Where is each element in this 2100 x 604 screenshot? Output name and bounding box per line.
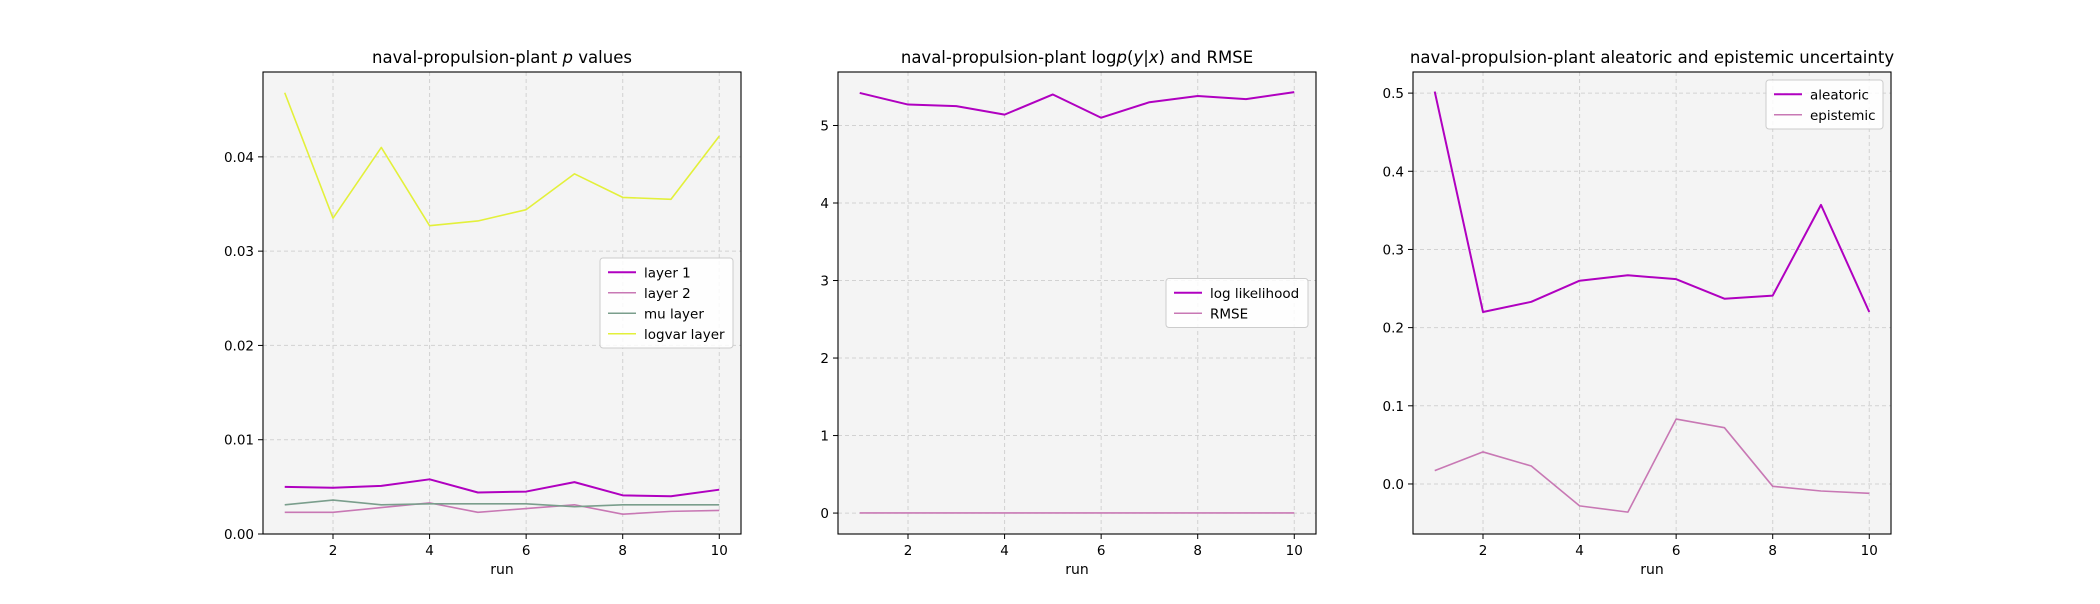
y-tick-label: 0.4 [1383, 164, 1404, 180]
x-tick-label: 8 [1193, 543, 1202, 559]
y-tick-label: 5 [820, 118, 829, 134]
chart-title: naval-propulsion-plant aleatoric and epi… [1410, 48, 1894, 67]
chart-title: naval-propulsion-plant logp(y|x) and RMS… [901, 48, 1253, 67]
x-tick-label: 10 [711, 543, 728, 559]
x-tick-label: 4 [1575, 543, 1584, 559]
y-tick-label: 0.2 [1383, 321, 1404, 337]
x-axis-label: run [490, 562, 514, 578]
series-line-epistemic [1434, 418, 1870, 513]
axes-background [1413, 72, 1891, 534]
legend: log likelihood RMSE [1165, 278, 1309, 328]
y-tick-label: 0.02 [224, 338, 254, 354]
axes-frame [262, 71, 742, 535]
x-axis-label: run [1065, 562, 1089, 578]
x-tick-label: 2 [904, 543, 913, 559]
legend: layer 1 layer 2 mu layer logvar layer [599, 257, 734, 349]
y-tick-label: 0.03 [224, 244, 254, 260]
chart-panel-3: 2 4 6 8 10 0.0 0.1 0.2 0.3 0.4 0.5 run naval-propuls… [1383, 48, 1895, 578]
y-tick-label: 0.00 [224, 527, 254, 543]
series-line-logvar-layer [283, 92, 720, 227]
y-tick-label: 4 [820, 196, 829, 212]
chart-panel-1: 2 4 6 8 10 0.00 0.01 0.02 0.03 0.04 run naval-propu… [224, 48, 742, 578]
legend-label: layer 2 [644, 286, 691, 302]
x-axis-label: run [1640, 562, 1664, 578]
legend-box [1165, 278, 1309, 328]
axes-frame [1412, 71, 1892, 535]
series-line-log-likelihood [859, 91, 1295, 119]
series-line-mu-layer [284, 499, 720, 508]
legend: aleatoric epistemic [1765, 79, 1884, 130]
x-tick-label: 10 [1861, 543, 1878, 559]
y-tick-label: 2 [820, 351, 829, 367]
x-tick-label: 4 [1000, 543, 1009, 559]
y-tick-label: 0.01 [224, 433, 254, 449]
series-line-layer-2 [284, 502, 720, 516]
chart-panel-2: 2 4 6 8 10 0 1 2 3 4 5 run naval-propulsion-plant lo… [820, 48, 1317, 578]
x-tick-label: 8 [618, 543, 627, 559]
y-tick-label: 0.5 [1383, 86, 1404, 102]
y-tick-label: 0.1 [1383, 399, 1404, 415]
legend-label: RMSE [1210, 306, 1248, 322]
legend-box [1765, 79, 1884, 130]
legend-label: aleatoric [1810, 87, 1869, 103]
y-tick-label: 3 [820, 274, 829, 290]
legend-box [599, 257, 734, 349]
legend-label: epistemic [1810, 108, 1876, 124]
y-tick-label: 0.3 [1383, 242, 1404, 258]
x-tick-label: 6 [1097, 543, 1106, 559]
y-tick-label: 1 [820, 429, 829, 445]
x-tick-label: 6 [522, 543, 531, 559]
series-line-aleatoric [1433, 91, 1871, 313]
series-line-layer-1 [284, 478, 720, 498]
x-tick-label: 4 [425, 543, 434, 559]
y-tick-label: 0.0 [1383, 477, 1404, 493]
legend-label: logvar layer [644, 327, 725, 343]
x-tick-label: 2 [1479, 543, 1488, 559]
y-tick-label: 0 [820, 506, 829, 522]
axes-frame [837, 71, 1317, 535]
y-tick-label: 0.04 [224, 150, 254, 166]
legend-label: log likelihood [1210, 286, 1299, 302]
x-tick-label: 6 [1672, 543, 1681, 559]
grid-lines [1413, 72, 1891, 534]
legend-label: mu layer [644, 306, 704, 322]
legend-label: layer 1 [644, 265, 691, 281]
chart-title: naval-propulsion-plant p values [372, 48, 632, 67]
x-tick-label: 2 [329, 543, 338, 559]
x-tick-label: 10 [1286, 543, 1303, 559]
x-tick-label: 8 [1768, 543, 1777, 559]
